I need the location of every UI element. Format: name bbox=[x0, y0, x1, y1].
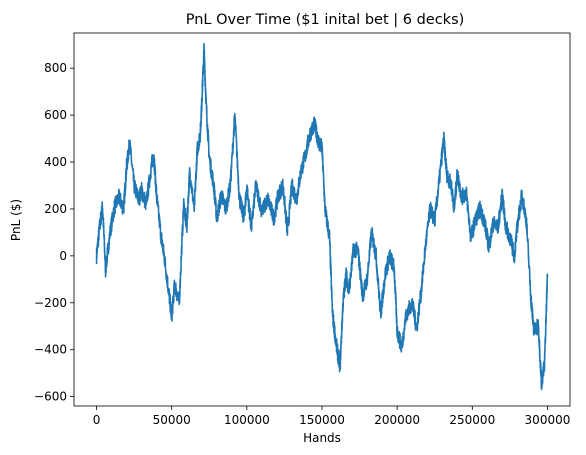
x-tick-label: 300000 bbox=[525, 413, 571, 427]
y-tick-label: 0 bbox=[59, 249, 67, 263]
y-tick-label: −400 bbox=[34, 343, 67, 357]
y-tick-label: 200 bbox=[44, 202, 67, 216]
plot-area bbox=[95, 42, 549, 391]
pnl-series-line bbox=[95, 42, 549, 391]
axes-frame bbox=[73, 32, 571, 407]
y-tick-label: 400 bbox=[44, 155, 67, 169]
y-tick-label: 800 bbox=[44, 61, 67, 75]
y-axis: −600 −400 −200 0 200 400 600 800 bbox=[34, 61, 74, 404]
x-tick-label: 50000 bbox=[153, 413, 191, 427]
y-tick-label: 600 bbox=[44, 108, 67, 122]
x-axis: 0 50000 100000 150000 200000 250000 300000 bbox=[93, 406, 571, 427]
y-tick-label: −200 bbox=[34, 296, 67, 310]
x-tick-label: 250000 bbox=[449, 413, 495, 427]
x-axis-label: Hands bbox=[303, 431, 341, 445]
x-tick-label: 200000 bbox=[374, 413, 420, 427]
x-tick-label: 100000 bbox=[224, 413, 270, 427]
chart-title: PnL Over Time ($1 inital bet | 6 decks) bbox=[186, 12, 465, 28]
x-tick-label: 0 bbox=[93, 413, 101, 427]
x-tick-label: 150000 bbox=[299, 413, 345, 427]
y-tick-label: −600 bbox=[34, 390, 67, 404]
y-axis-label: PnL ($) bbox=[9, 199, 23, 241]
